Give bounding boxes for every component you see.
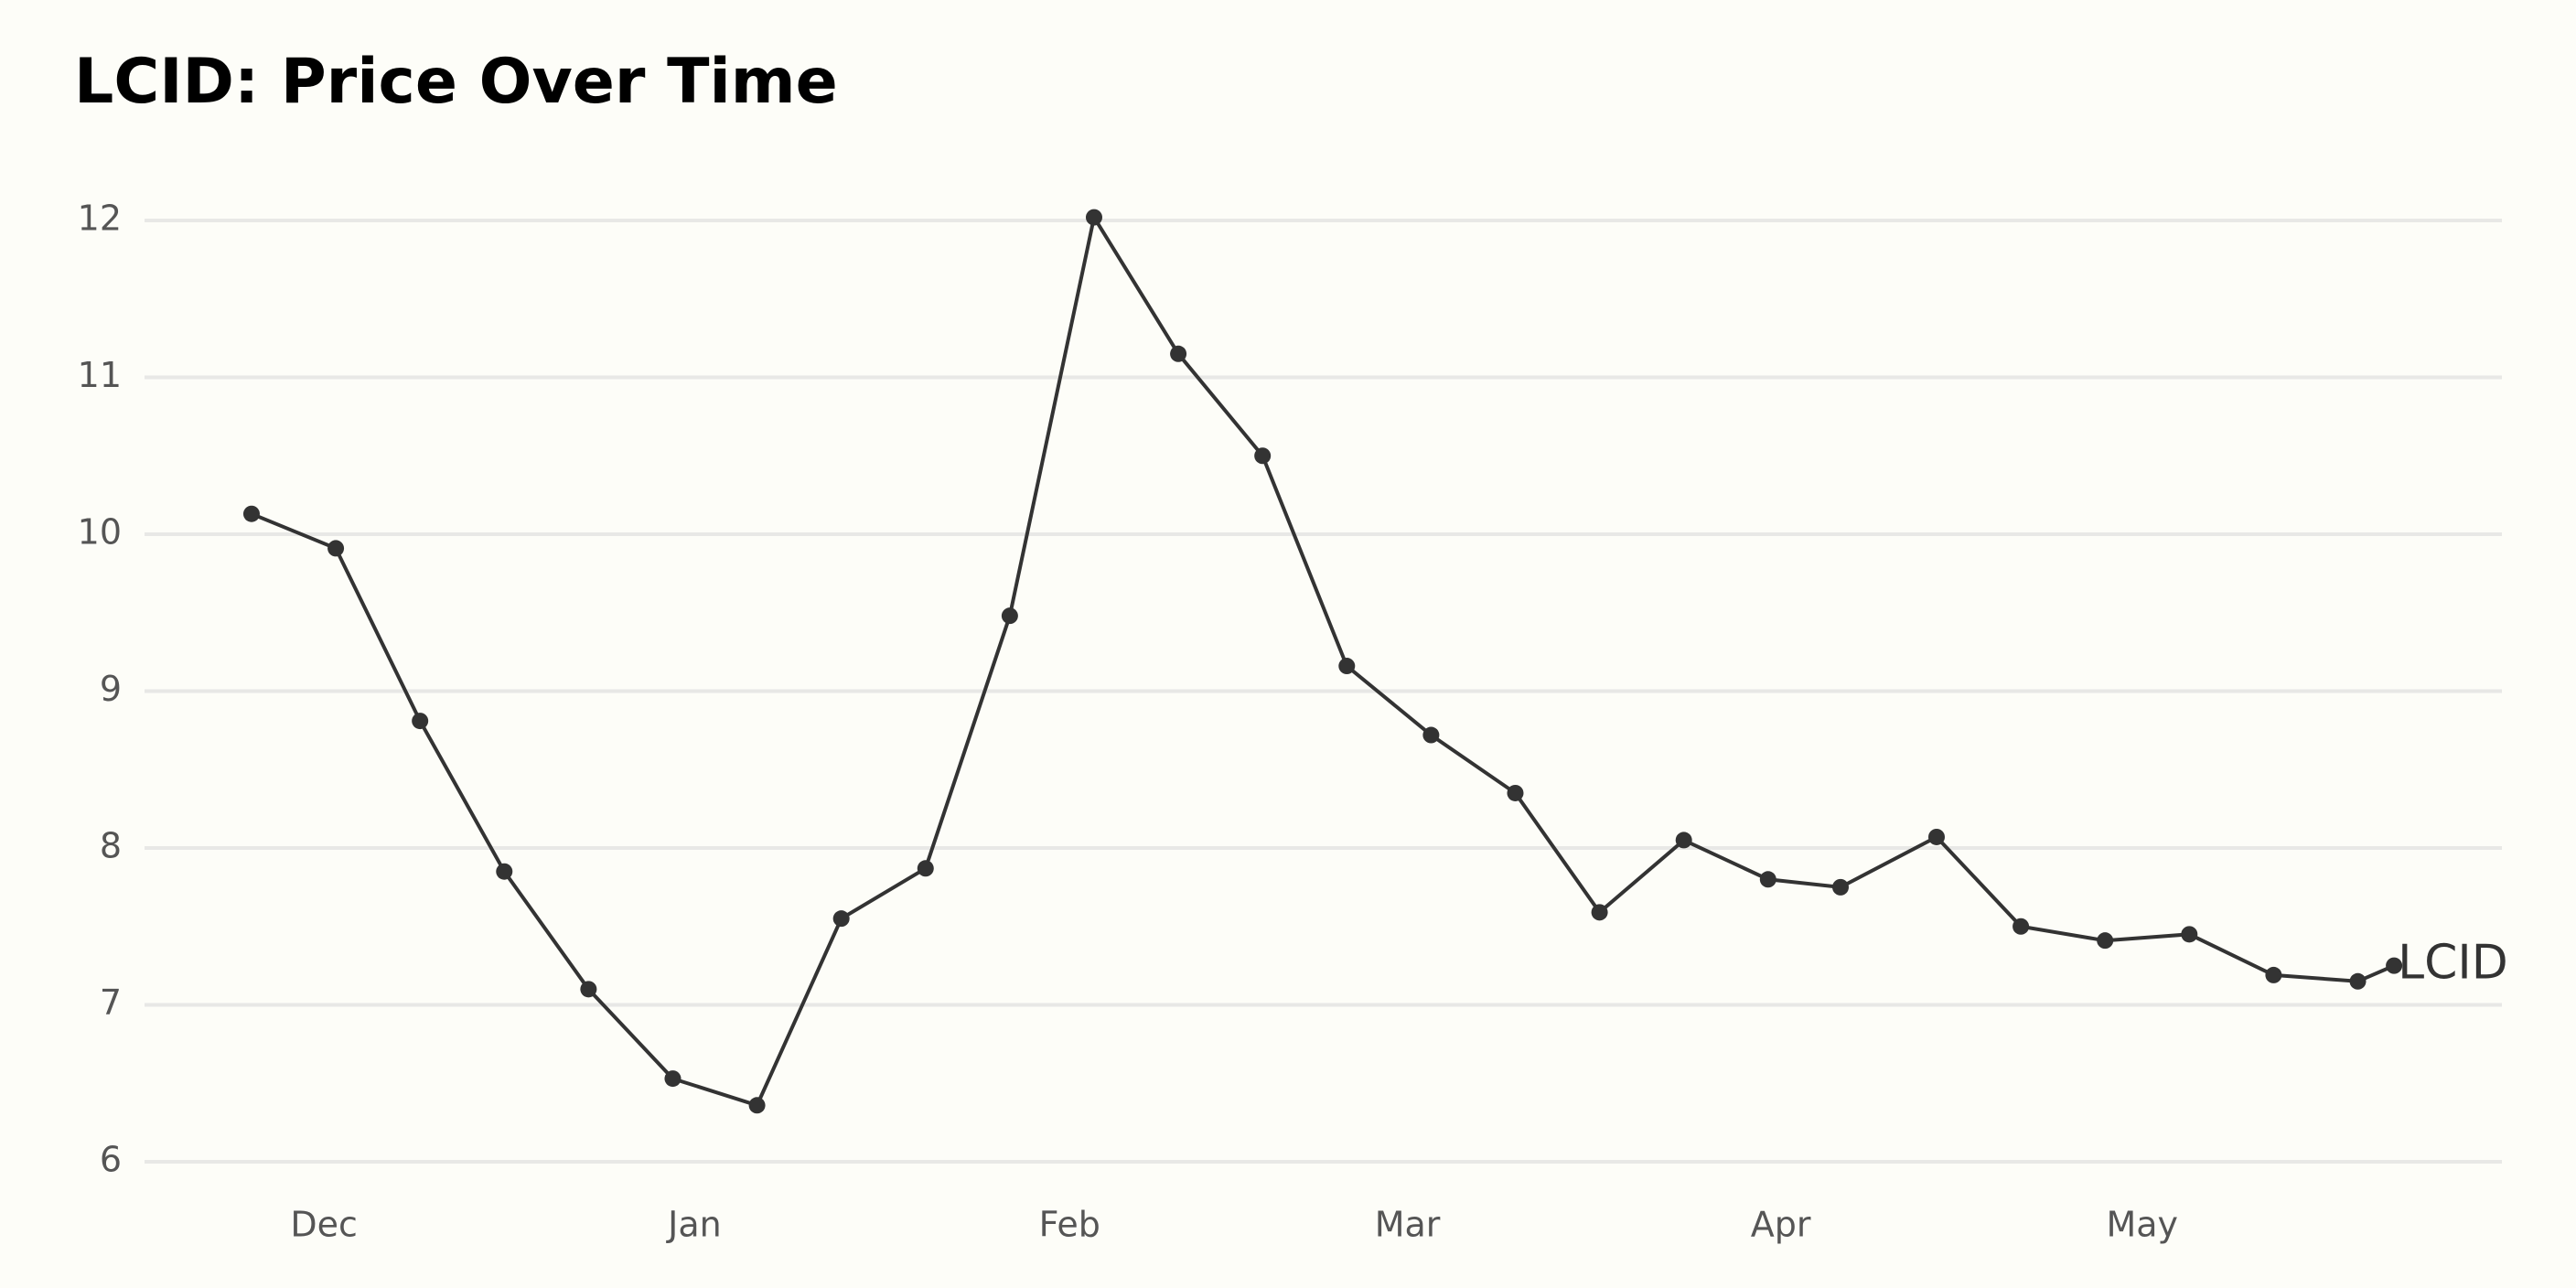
point [1338, 658, 1356, 675]
x-tick-label: Dec [290, 1205, 358, 1245]
point [580, 981, 597, 998]
y-tick-label: 6 [100, 1140, 122, 1180]
y-tick-label: 8 [100, 826, 122, 866]
line [251, 212, 2395, 1108]
point [917, 860, 934, 877]
point [2265, 966, 2282, 983]
y-tick-label: 9 [100, 669, 122, 709]
x-tick-label: Jan [666, 1205, 722, 1245]
series-label: LCID [2398, 936, 2508, 991]
point [1254, 447, 1272, 465]
point [2181, 926, 2198, 943]
point [1832, 878, 1850, 896]
y-tick-label: 12 [78, 199, 122, 239]
point [2349, 972, 2367, 990]
point [2386, 957, 2403, 974]
chart-title: LCID: Price Over Time [74, 46, 838, 118]
point [1507, 784, 1524, 801]
point [412, 713, 429, 730]
y-tick-label: 11 [78, 355, 122, 395]
point [748, 1097, 766, 1114]
y-tick-label: 10 [78, 512, 122, 553]
x-tick-label: Apr [1751, 1205, 1811, 1245]
point [1591, 904, 1608, 921]
point [1759, 871, 1776, 888]
point [1422, 726, 1440, 744]
x-tick-label: Mar [1375, 1205, 1441, 1245]
point [1170, 345, 1187, 362]
point [2097, 932, 2114, 950]
y-tick-label: 7 [100, 982, 122, 1023]
point [1085, 209, 1102, 226]
point [832, 910, 850, 928]
x-tick-label: May [2106, 1205, 2178, 1245]
point [1927, 828, 1945, 845]
point [2012, 918, 2030, 935]
point [327, 540, 345, 557]
point [1675, 832, 1692, 849]
point [496, 863, 513, 880]
x-tick-label: Feb [1039, 1205, 1100, 1245]
point [664, 1070, 682, 1088]
point [1001, 607, 1018, 625]
point [242, 505, 260, 522]
